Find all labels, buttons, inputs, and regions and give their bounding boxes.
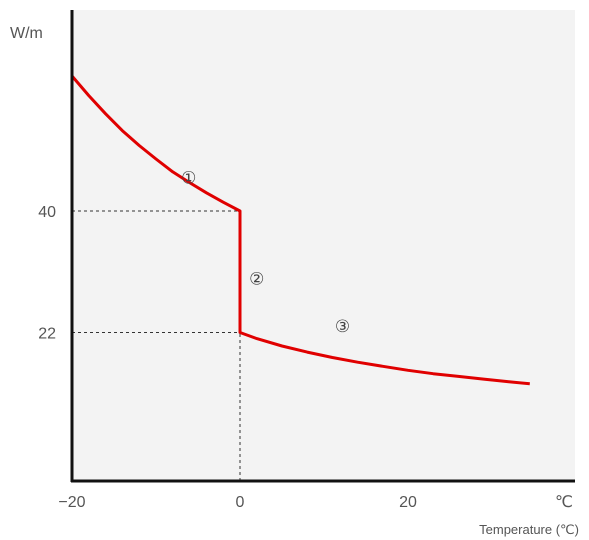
x-tick-label: 20 [399, 494, 417, 511]
x-tick-label: 0 [236, 494, 245, 511]
x-tick-label: −20 [58, 494, 85, 511]
y-tick-label: 22 [38, 326, 56, 343]
segment-annotation: ② [249, 270, 264, 290]
reference-lines [72, 210, 241, 481]
plot-area-background [72, 10, 575, 481]
y-axis-label: W/m [10, 25, 43, 42]
y-tick-label: 40 [38, 204, 56, 221]
segment-annotation: ① [181, 168, 196, 188]
x-tick-labels: −20 0 20 [58, 494, 417, 511]
x-axis-unit: ℃ [555, 494, 573, 511]
segment-annotation: ③ [335, 317, 350, 337]
y-tick-labels: 40 22 [38, 204, 56, 343]
series-line [70, 75, 530, 386]
annotations: ① ② ③ [181, 168, 350, 337]
x-axis-label: Temperature (℃) [479, 522, 579, 537]
